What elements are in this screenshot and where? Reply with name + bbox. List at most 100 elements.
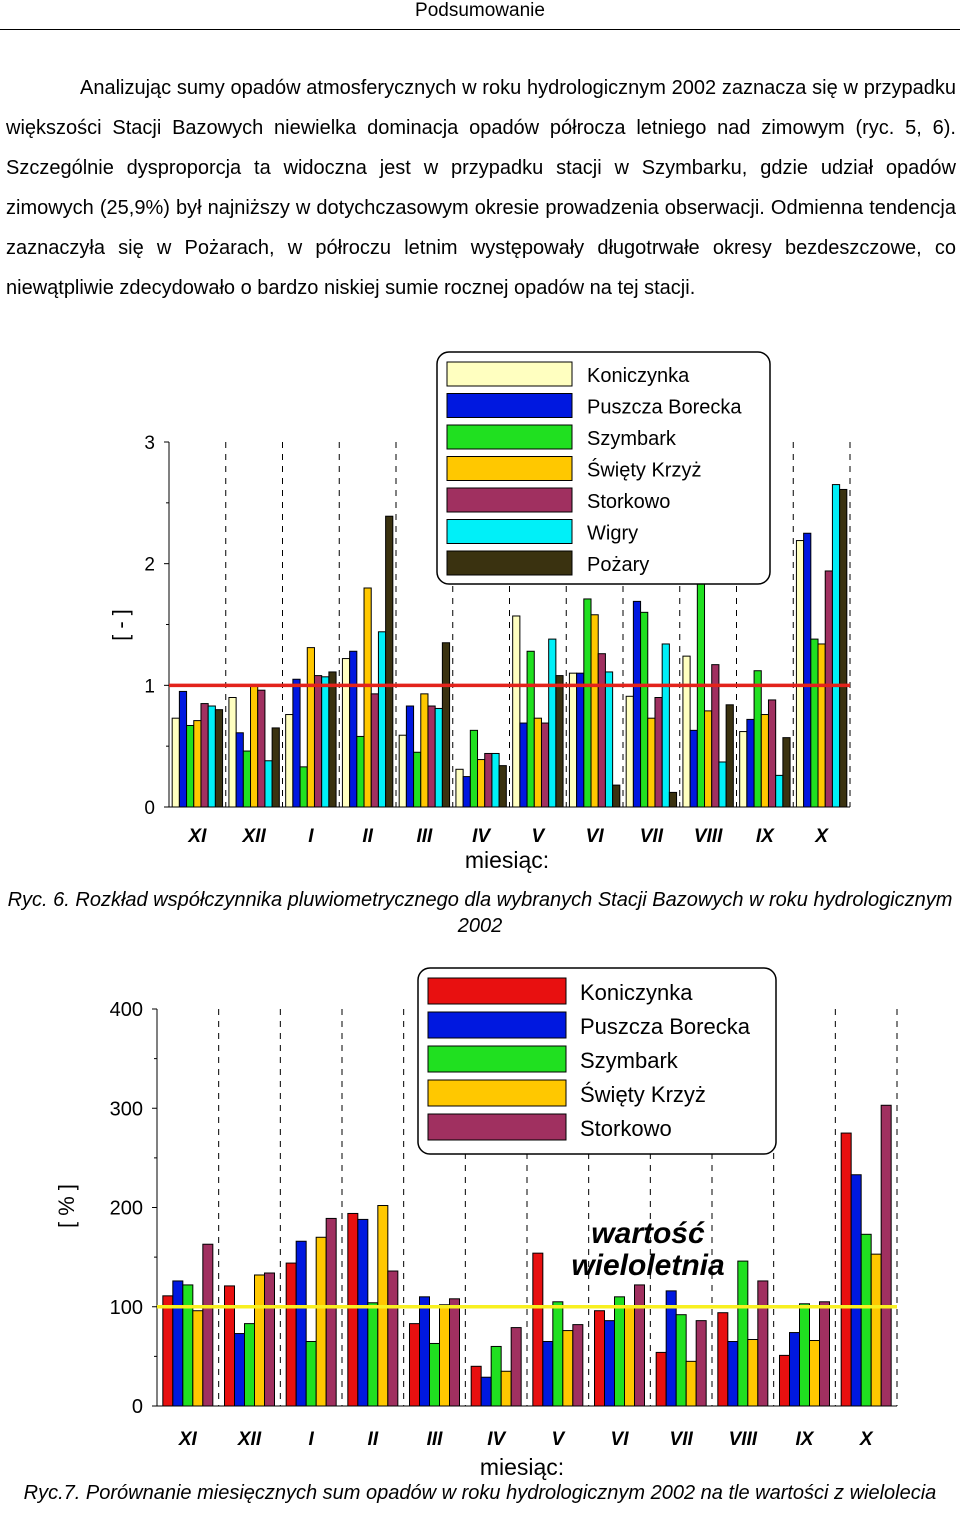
bar	[760, 714, 769, 808]
caption-fig7: Ryc.7. Porównanie miesięcznych sum opadó…	[23, 1482, 937, 1504]
bar	[767, 699, 777, 808]
bar	[572, 1324, 584, 1407]
legend-swatch	[427, 977, 567, 1005]
legend-swatch	[446, 456, 573, 481]
bar	[254, 1274, 265, 1407]
bar	[186, 724, 195, 808]
bar	[500, 1370, 512, 1407]
bar	[654, 697, 663, 808]
body-paragraph: Analizując sumy opadów atmosferycznych w…	[6, 68, 956, 308]
bar	[398, 734, 407, 808]
y-tick-label: 1	[144, 676, 155, 697]
legend-swatch	[446, 550, 573, 576]
y-axis-label: [ % ]	[54, 1184, 79, 1228]
bar	[299, 766, 308, 808]
bar	[725, 704, 734, 808]
bar	[840, 1132, 852, 1407]
y-tick-label: 0	[132, 1396, 143, 1418]
legend-swatch	[446, 519, 573, 544]
bar	[782, 737, 791, 808]
legend-label: Pożary	[587, 554, 649, 576]
bar	[491, 752, 500, 808]
bar	[831, 484, 841, 808]
bar	[540, 722, 550, 808]
bar	[568, 672, 578, 808]
bar	[661, 643, 670, 808]
bar	[604, 1320, 615, 1407]
bar	[757, 1280, 769, 1407]
bar	[172, 1280, 184, 1407]
bar	[597, 653, 606, 808]
legend-swatch	[446, 424, 573, 450]
y-axis-label: [ - ]	[108, 609, 133, 641]
reference-label-line1: wartość	[591, 1217, 705, 1250]
bar	[429, 1342, 440, 1407]
bar	[434, 707, 443, 808]
bar	[789, 1332, 800, 1407]
bar	[171, 717, 180, 808]
bar	[228, 697, 237, 808]
bar	[795, 540, 805, 808]
bar	[235, 732, 244, 808]
bar	[315, 1236, 327, 1407]
bar	[647, 717, 656, 808]
bar	[264, 760, 273, 808]
bar	[533, 717, 542, 808]
bar	[285, 714, 294, 808]
bar	[809, 1339, 820, 1407]
bar	[810, 638, 819, 808]
bar	[305, 1340, 317, 1407]
bar	[449, 1298, 460, 1407]
reference-label-line2: wieloletnia	[571, 1249, 724, 1282]
legend-label: Szymbark	[580, 1048, 679, 1073]
bar	[552, 1301, 564, 1407]
bar	[542, 1340, 554, 1407]
x-tick-label: V	[532, 826, 546, 847]
bar	[624, 1306, 635, 1407]
bar	[419, 1296, 430, 1407]
bar	[477, 759, 486, 808]
bar	[325, 1217, 337, 1407]
bar	[328, 671, 337, 808]
x-tick-label: XI	[187, 826, 207, 847]
x-tick-label: II	[368, 1429, 379, 1450]
y-tick-label: 400	[110, 999, 143, 1021]
bar	[385, 515, 394, 808]
bar	[576, 672, 585, 808]
x-tick-label: X	[859, 1429, 874, 1450]
x-tick-label: XII	[242, 826, 267, 847]
bar	[202, 1243, 214, 1407]
bar	[640, 611, 649, 808]
bar	[192, 1310, 204, 1407]
x-tick-label: VI	[586, 826, 605, 847]
bar	[413, 751, 422, 808]
x-tick-label: I	[309, 1429, 315, 1450]
x-axis-label: miesiąc:	[465, 847, 549, 873]
legend-label: Święty Krzyż	[580, 1082, 706, 1107]
bar	[739, 731, 748, 808]
bar	[441, 642, 451, 808]
bar	[548, 638, 557, 808]
bar	[480, 1376, 492, 1407]
x-tick-label: III	[416, 826, 433, 847]
bar	[162, 1295, 174, 1407]
bar	[612, 784, 621, 808]
bar	[803, 532, 812, 808]
bar	[590, 614, 599, 808]
x-tick-label: IX	[796, 1429, 815, 1450]
bar	[526, 650, 535, 808]
bar	[737, 1260, 749, 1407]
x-tick-label: IX	[756, 826, 775, 847]
x-tick-label: III	[427, 1429, 444, 1450]
bar	[625, 695, 634, 808]
legend-swatch	[427, 1079, 567, 1107]
legend-label: Święty Krzyż	[587, 458, 701, 482]
bar	[224, 1285, 235, 1407]
bar	[696, 551, 706, 808]
x-tick-label: VII	[670, 1429, 694, 1450]
bar	[349, 650, 358, 808]
bar	[193, 720, 202, 808]
bar	[363, 587, 372, 808]
bar	[462, 776, 471, 808]
legend-label: Puszcza Borecka	[587, 397, 742, 419]
